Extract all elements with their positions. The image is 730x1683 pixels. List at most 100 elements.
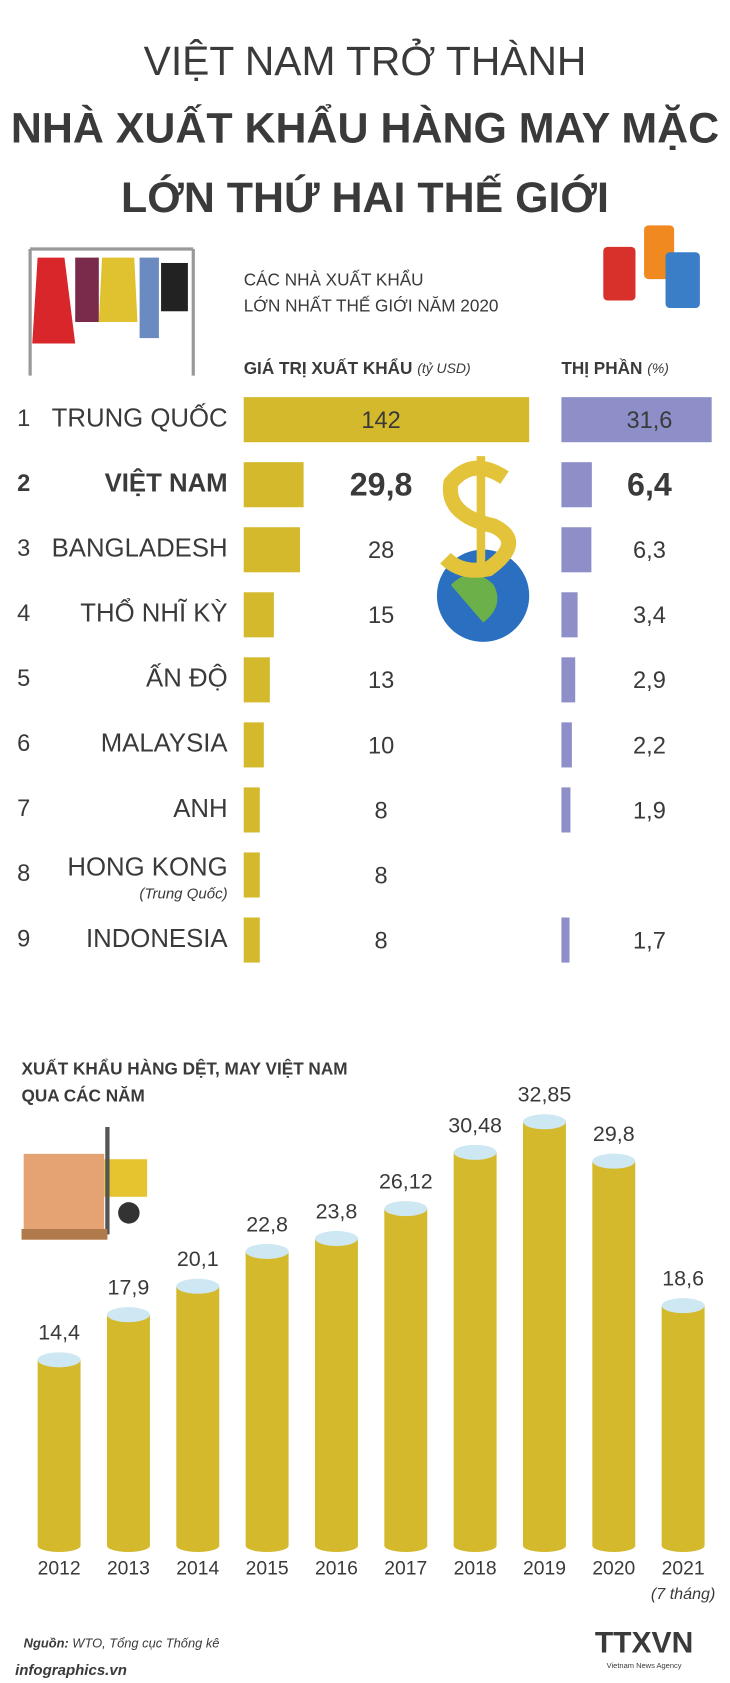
source-text: WTO, Tổng cục Thống kê [72, 1636, 219, 1651]
bar-cap [453, 1144, 497, 1160]
category-note: (Trung Quốc) [139, 885, 227, 902]
value-label: 28 [368, 538, 394, 564]
series-name: THỊ PHẦN [561, 358, 642, 378]
bar [243, 722, 264, 768]
logo: TTXVN [595, 1626, 694, 1659]
value-label: 6,3 [633, 538, 666, 564]
rank: 2 [17, 471, 30, 497]
rank: 3 [17, 536, 30, 562]
bar-cap [176, 1278, 220, 1294]
x-tick-label: 2019 [523, 1558, 566, 1579]
value-label: 17,9 [108, 1276, 150, 1300]
bar [561, 722, 572, 768]
logo-sub: Vietnam News Agency [607, 1661, 682, 1670]
bar-cap [37, 1352, 81, 1368]
site-bar [0, 1659, 151, 1683]
value-label: 10 [368, 733, 394, 759]
bar [561, 592, 578, 638]
category-label: BANGLADESH [52, 535, 228, 563]
title-line: LỚN THỨ HAI THẾ GIỚI [121, 173, 609, 222]
bar [561, 917, 570, 963]
category-label: VIỆT NAM [105, 468, 228, 498]
x-tick-label: 2014 [176, 1558, 219, 1579]
chart-title: CÁC NHÀ XUẤT KHẨU [244, 270, 424, 290]
dollar-globe-icon [436, 456, 530, 642]
bar-cap [522, 1114, 566, 1130]
thread-spools-icon [603, 225, 700, 309]
value-label: 26,12 [379, 1170, 433, 1194]
chart-title: LỚN NHẤT THẾ GIỚI NĂM 2020 [244, 296, 499, 316]
bar [561, 657, 576, 703]
value-label: 8 [375, 928, 388, 954]
title-line: NHÀ XUẤT KHẨU HÀNG MAY MẶC [11, 103, 719, 152]
bar [245, 1251, 289, 1553]
rank: 6 [17, 731, 30, 757]
bar [243, 592, 274, 638]
clothes-rack-icon [28, 247, 195, 376]
category-note: (7 tháng) [651, 1585, 715, 1603]
forklift-icon [21, 1127, 148, 1240]
x-tick-label: 2018 [454, 1558, 497, 1579]
bar-cap [384, 1201, 428, 1217]
bar [314, 1238, 358, 1553]
value-label: 22,8 [246, 1212, 288, 1236]
bar [243, 657, 270, 703]
bar [243, 462, 304, 508]
title-line: VIỆT NAM TRỞ THÀNH [144, 38, 587, 84]
series-header: THỊ PHẦN (%) [561, 358, 668, 378]
value-label: 8 [375, 798, 388, 824]
category-label: ANH [173, 795, 227, 823]
value-label: 13 [368, 668, 394, 694]
value-label: 29,8 [350, 466, 413, 502]
x-tick-label: 2015 [246, 1558, 289, 1579]
series-name: GIÁ TRỊ XUẤT KHẨU [244, 358, 413, 378]
category-label: THỔ NHĨ KỲ [80, 598, 227, 628]
rank: 5 [17, 666, 30, 692]
value-label: 1,9 [633, 798, 666, 824]
value-label: 3,4 [633, 603, 666, 629]
series-unit: (tỷ USD) [417, 360, 470, 376]
value-label: 30,48 [448, 1113, 502, 1137]
site: infographics.vn [15, 1662, 127, 1679]
bar [243, 787, 260, 833]
value-label: 142 [361, 408, 400, 434]
bar [243, 527, 301, 573]
series-unit: (%) [647, 360, 669, 376]
rank: 4 [17, 601, 30, 627]
category-label: HONG KONG [67, 853, 227, 881]
rank: 1 [17, 406, 30, 432]
bar-cap [661, 1298, 705, 1314]
value-label: 6,4 [627, 466, 672, 502]
value-label: 32,85 [518, 1083, 572, 1107]
x-tick-label: 2013 [107, 1558, 150, 1579]
bar [561, 787, 571, 833]
category-label: ẤN ĐỘ [146, 664, 228, 693]
bar [661, 1305, 705, 1553]
bar [561, 527, 592, 573]
x-tick-label: 2020 [592, 1558, 635, 1579]
bar-cap [245, 1243, 289, 1259]
bar [384, 1208, 428, 1553]
value-label: 1,7 [633, 928, 666, 954]
source: Nguồn: WTO, Tổng cục Thống kê [24, 1636, 220, 1651]
bar [37, 1359, 81, 1553]
source-label: Nguồn: [24, 1636, 69, 1651]
series-header: GIÁ TRỊ XUẤT KHẨU (tỷ USD) [244, 358, 471, 378]
category-label: TRUNG QUỐC [52, 402, 228, 432]
bar [243, 852, 260, 898]
category-label: INDONESIA [86, 925, 228, 953]
bar [453, 1152, 497, 1553]
x-tick-label: 2016 [315, 1558, 358, 1579]
chart-title: XUẤT KHẨU HÀNG DỆT, MAY VIỆT NAM [22, 1059, 348, 1079]
bar [106, 1314, 150, 1553]
bar [561, 462, 592, 508]
bar [243, 917, 260, 963]
rank: 9 [17, 926, 30, 952]
value-label: 2,9 [633, 668, 666, 694]
bar [243, 397, 530, 443]
chart-title: QUA CÁC NĂM [22, 1085, 145, 1105]
bar-cap [314, 1231, 358, 1247]
value-label: 31,6 [626, 408, 672, 434]
bar [561, 397, 712, 443]
